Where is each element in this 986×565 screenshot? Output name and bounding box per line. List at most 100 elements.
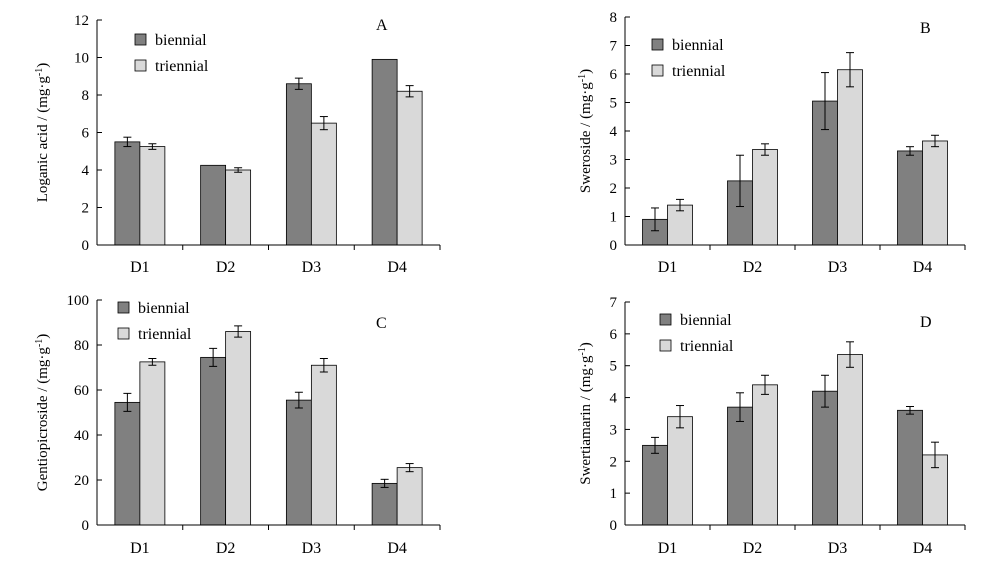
panel-label: A xyxy=(376,17,388,34)
error-bar-biennial-d1 xyxy=(123,136,132,148)
legend-label-biennial: biennial xyxy=(155,32,207,49)
error-bar-triennial-d3 xyxy=(319,116,328,131)
error-bar-triennial-d4 xyxy=(931,441,939,469)
x-category-label: D2 xyxy=(216,259,236,276)
panel-label: C xyxy=(376,315,387,332)
legend-swatch-biennial xyxy=(134,33,147,46)
error-bar-triennial-d4 xyxy=(931,134,939,148)
x-category-label: D1 xyxy=(130,259,150,276)
x-category-label: D4 xyxy=(913,259,933,276)
error-bar-biennial-d1 xyxy=(651,207,659,232)
error-bar-biennial-d3 xyxy=(821,374,829,408)
legend-swatch-biennial xyxy=(117,301,130,314)
x-category-label: D1 xyxy=(130,540,150,557)
legend-label-biennial: biennial xyxy=(680,312,732,329)
error-bar-biennial-d1 xyxy=(651,436,659,454)
bar-triennial-d1 xyxy=(667,416,693,526)
y-axis-label: Swertiamarin / (mg·g-1) xyxy=(577,342,595,484)
y-tick-label: 8 xyxy=(610,10,618,26)
error-bar-triennial-d4 xyxy=(405,463,414,473)
error-bar-triennial-d2 xyxy=(234,167,243,173)
error-bar-triennial-d2 xyxy=(761,374,769,395)
bar-triennial-d2 xyxy=(752,384,778,526)
y-tick-label: 0 xyxy=(610,238,618,254)
bar-triennial-d2 xyxy=(225,331,252,526)
bar-triennial-d4 xyxy=(922,140,948,246)
x-category-label: D3 xyxy=(302,259,322,276)
x-category-label: D2 xyxy=(743,259,763,276)
y-tick-label: 5 xyxy=(610,96,618,112)
bar-triennial-d3 xyxy=(837,69,863,246)
y-tick-label: 8 xyxy=(82,88,90,104)
bar-biennial-d4 xyxy=(897,150,923,246)
bar-biennial-d3 xyxy=(285,83,312,246)
x-category-label: D2 xyxy=(743,540,763,557)
legend-label-triennial: triennial xyxy=(155,58,209,75)
y-tick-label: 6 xyxy=(610,67,618,83)
y-tick-label: 3 xyxy=(610,153,618,169)
legend-swatch-triennial xyxy=(659,339,672,352)
y-axis-label: Sweroside / (mg·g-1) xyxy=(577,69,595,193)
error-bar-biennial-d2 xyxy=(736,154,744,208)
legend-label-biennial: biennial xyxy=(138,300,190,317)
x-category-label: D3 xyxy=(828,540,848,557)
bar-triennial-d3 xyxy=(310,364,337,526)
panel-c-gentiopicroside: 0 20 40 60 80 100 D1 D2 D3 D4 Gentiopicroside / (m… xyxy=(34,293,441,557)
bar-biennial-d1 xyxy=(642,444,668,526)
y-tick-label: 7 xyxy=(610,295,618,311)
bar-triennial-d1 xyxy=(139,146,166,246)
bar-triennial-d4 xyxy=(396,467,423,526)
x-category-label: D4 xyxy=(387,540,407,557)
y-tick-label: 6 xyxy=(82,126,90,142)
x-category-label: D3 xyxy=(302,540,322,557)
bar-triennial-d1 xyxy=(139,361,166,526)
bar-biennial-d2 xyxy=(200,356,227,526)
error-bar-triennial-d3 xyxy=(846,341,854,368)
y-tick-label: 20 xyxy=(74,473,89,489)
y-tick-label: 10 xyxy=(74,51,89,67)
error-bar-triennial-d1 xyxy=(148,143,157,150)
y-tick-label: 4 xyxy=(610,391,618,407)
error-bar-triennial-d1 xyxy=(676,198,684,212)
x-category-label: D1 xyxy=(658,540,678,557)
y-tick-label: 2 xyxy=(82,201,90,217)
bar-triennial-d2 xyxy=(752,149,778,246)
legend-swatch-triennial xyxy=(117,327,130,340)
legend-swatch-biennial xyxy=(651,38,664,51)
y-tick-label: 40 xyxy=(74,428,89,444)
panel-label: D xyxy=(920,314,932,331)
y-tick-label: 4 xyxy=(82,163,90,179)
y-tick-label: 7 xyxy=(610,39,618,55)
error-bar-biennial-d4 xyxy=(380,478,389,488)
y-tick-label: 12 xyxy=(74,13,89,29)
y-tick-label: 100 xyxy=(67,293,90,309)
x-category-label: D2 xyxy=(216,540,236,557)
legend-swatch-triennial xyxy=(651,64,664,77)
bar-triennial-d4 xyxy=(396,90,423,246)
error-bar-triennial-d3 xyxy=(846,52,854,88)
y-tick-label: 60 xyxy=(74,383,89,399)
bar-biennial-d1 xyxy=(114,141,141,246)
x-category-label: D4 xyxy=(387,259,407,276)
bar-triennial-d2 xyxy=(225,169,252,246)
error-bar-biennial-d4 xyxy=(906,146,914,156)
legend-label-triennial: triennial xyxy=(672,63,726,80)
error-bar-triennial-d4 xyxy=(405,85,414,98)
y-tick-label: 6 xyxy=(610,327,618,343)
y-tick-label: 4 xyxy=(610,124,618,140)
panel-d-swertiamarin: 0 1 2 3 4 5 6 7 D1 D2 D3 D4 Swertiamarin / (mg·g-1) D… xyxy=(577,295,966,557)
y-tick-label: 1 xyxy=(610,210,618,226)
error-bar-biennial-d1 xyxy=(123,392,132,412)
error-bar-triennial-d1 xyxy=(148,358,157,366)
panel-a-loganic-acid: 0 2 4 6 8 10 12 D1 D2 D3 D4 Loganic acid / (mg·g-1)… xyxy=(34,13,441,276)
y-tick-label: 0 xyxy=(82,518,90,534)
error-bar-triennial-d2 xyxy=(761,143,769,156)
error-bar-biennial-d3 xyxy=(294,77,303,90)
error-bar-triennial-d1 xyxy=(676,405,684,429)
y-tick-label: 0 xyxy=(610,518,618,534)
bar-biennial-d4 xyxy=(371,482,398,526)
bar-triennial-d3 xyxy=(310,122,337,246)
error-bar-triennial-d3 xyxy=(319,358,328,373)
error-bar-triennial-d2 xyxy=(234,325,243,338)
